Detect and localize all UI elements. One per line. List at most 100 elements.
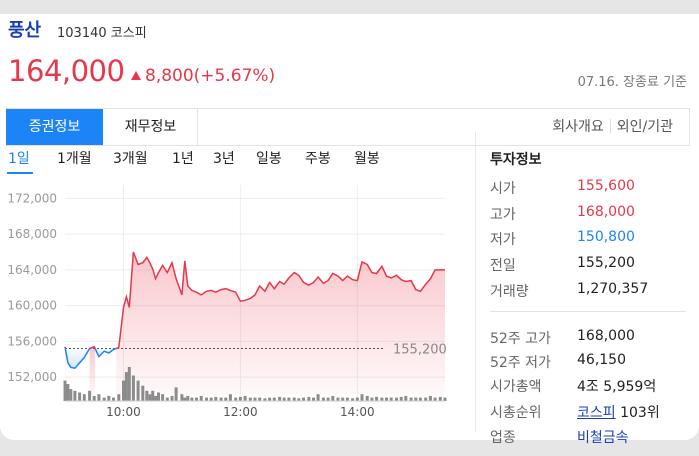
info-low-value: 150,800 [577,229,635,245]
period-3y[interactable]: 3년 [213,151,235,167]
y-tick-label: 168,000 [7,227,57,241]
x-tick-label: 14:00 [340,405,375,419]
volume-bar [263,398,267,401]
stock-code: 103140 [57,26,107,41]
volume-bar [131,375,135,401]
volume-bar [297,398,301,401]
volume-bar [355,397,359,401]
info-divider [490,311,686,312]
volume-bar [183,397,187,401]
rank-market-link[interactable]: 코스피 [577,405,616,421]
period-3m[interactable]: 3개월 [113,151,148,167]
price-lines [64,251,445,370]
volume-bar [205,397,208,401]
volume-bar [165,397,169,401]
volume-bar [282,397,286,401]
volume-bar [63,380,67,401]
sector-link[interactable]: 비철금속 [577,430,629,446]
volume-bar [180,394,184,401]
price-line-up [115,251,445,350]
info-volume-label: 거래량 [490,284,529,300]
volume-bar [438,396,442,401]
volume-bar [351,398,355,401]
divider [609,119,611,133]
y-tick-label: 164,000 [7,263,57,277]
price-area-up [116,252,445,395]
volume-bar [219,397,223,401]
period-1m[interactable]: 1개월 [57,151,92,167]
volume-bar [136,380,140,401]
price-line-down [94,347,117,358]
volume-bar [331,395,335,401]
volume-bar [414,397,418,401]
volume-bar [157,392,160,401]
volume-bar [326,397,330,401]
price-change-value: 8,800(+5.67%) [145,66,276,86]
volume-bar [154,395,158,401]
volume-bar [97,394,101,401]
volume-bar [307,396,311,401]
link-foreign-institution[interactable]: 외인/기관 [616,119,673,135]
volume-bar [268,397,272,401]
volume-bar [88,390,92,401]
tab-links-right: 회사개요 외인/기관 [552,109,673,145]
stock-name[interactable]: 풍산 [8,20,42,41]
volume-bar [370,397,374,401]
volume-bar [148,394,152,401]
volume-bar [174,387,178,401]
info-prev-value: 155,200 [577,255,635,271]
volume-bar [248,397,252,401]
volume-bar [424,397,428,401]
volume-bar [112,397,115,401]
price-area-up [89,346,96,395]
y-tick-label: 152,000 [7,370,57,384]
period-monthly[interactable]: 월봉 [354,151,380,167]
period-1y[interactable]: 1년 [172,151,194,167]
volume-bar [336,397,340,401]
info-title: 투자정보 [490,152,542,168]
stock-code-market: 103140 코스피 [57,22,147,41]
volume-bar [360,394,364,401]
info-rank-value: 코스피 103위 [577,402,660,422]
volume-bar [122,380,125,401]
volume-bar [214,396,218,401]
link-company-overview[interactable]: 회사개요 [552,119,604,135]
x-axis-labels: 10:00 12:00 14:00 [106,405,374,419]
y-tick-label: 160,000 [7,299,57,313]
info-high-label: 고가 [490,207,516,223]
volume-bar [186,395,190,401]
volume-bar [287,397,291,401]
period-1d[interactable]: 1일 [8,151,30,167]
volume-bar [107,395,111,401]
info-low-label: 저가 [490,232,516,248]
price-line-down [64,348,91,370]
volume-bar [224,397,228,401]
tab-financial-info[interactable]: 재무정보 [104,109,198,145]
volume-bar [78,392,82,401]
volume-bar [341,397,345,401]
volume-bar [151,390,155,401]
volume-bar [418,397,422,401]
volume-bar [69,389,73,401]
volume-bar [272,397,276,401]
y-tick-label: 156,000 [7,334,57,348]
stock-market: 코스피 [110,26,147,41]
volume-bar [92,395,96,401]
info-rank-label: 시총순위 [490,405,542,421]
info-prev-label: 전일 [490,258,516,274]
info-52w-low-value: 46,150 [577,352,626,368]
period-weekly[interactable]: 주봉 [305,151,331,167]
volume-bar [238,396,242,401]
volume-bar [292,397,296,401]
tab-securities-info[interactable]: 증권정보 [6,109,103,145]
x-tick-label: 10:00 [106,405,141,419]
volume-bar [117,394,121,401]
volume-bar [443,397,447,401]
info-52w-low-label: 52주 저가 [490,355,551,371]
period-daily[interactable]: 일봉 [256,151,282,167]
volume-bar [228,394,232,401]
volume-bar [395,397,398,401]
intraday-chart[interactable]: 172,000 168,000 164,000 160,000 156,000 152,0… [0,185,470,420]
volume-bar [253,397,257,401]
volume-bar [195,397,198,401]
